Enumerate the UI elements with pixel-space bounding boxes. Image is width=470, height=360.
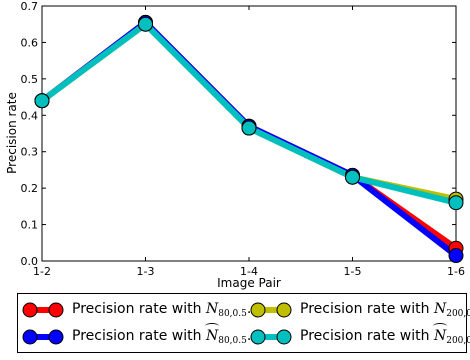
legend-swatch-cyan	[250, 329, 292, 345]
legend-swatch-marker	[22, 329, 38, 345]
y-tick-label: 0.3	[21, 146, 39, 159]
data-point-s4	[345, 169, 360, 185]
y-tick-label: 0.5	[21, 73, 39, 86]
legend-swatch-marker	[276, 302, 292, 318]
x-tick-label: 1-6	[447, 265, 465, 278]
x-axis-label: Image Pair	[217, 276, 281, 290]
legend-swatch-marker	[276, 329, 292, 345]
x-tick-label: 1-2	[33, 265, 51, 278]
legend-label-blue: Precision rate with N80,0.5.	[72, 323, 252, 346]
data-point-s4	[448, 195, 464, 211]
y-tick-label: 0.7	[21, 0, 39, 13]
data-point-s4	[241, 120, 257, 136]
legend-swatch-red	[22, 302, 64, 318]
legend-swatch-olive	[250, 302, 292, 318]
axis-ticks: 0.0 0.1 0.2 0.3 0.4 0.5 0.6 0.7 1-2 1-3 1-4 1-5 1-6	[21, 0, 465, 278]
data-point-s4	[138, 16, 153, 32]
legend-item-cyan: Precision rate with N200,0.3.	[250, 323, 470, 350]
y-tick-label: 0.0	[21, 255, 39, 268]
legend-label-red: Precision rate with N80,0.5.	[72, 301, 252, 319]
x-tick-label: 1-5	[344, 265, 362, 278]
legend-swatch-blue	[22, 329, 64, 345]
legend-label-cyan: Precision rate with N200,0.3.	[300, 323, 470, 346]
legend-item-blue: Precision rate with N80,0.5.	[22, 323, 252, 350]
series-markers	[34, 14, 464, 264]
line-chart: 0.00.10.20.30.40.50.60.71-2 1-3 1-4 1-5 1-6 …	[5, 0, 465, 290]
legend-item-red: Precision rate with N80,0.5.	[22, 297, 251, 323]
legend-swatch-marker	[250, 329, 266, 345]
legend-swatch-marker	[48, 329, 64, 345]
data-point-s4	[34, 93, 50, 109]
y-tick-label: 0.1	[21, 219, 39, 232]
data-point-s2	[448, 248, 464, 264]
legend-item-olive: Precision rate with N200,0.3.	[250, 297, 470, 323]
y-tick-label: 0.4	[21, 109, 39, 122]
legend-swatch-marker	[22, 302, 38, 318]
x-tick-label: 1-4	[240, 265, 258, 278]
legend-swatch-marker	[250, 302, 266, 318]
legend-swatch-marker	[48, 302, 64, 318]
y-tick-label: 0.6	[21, 36, 39, 49]
y-axis-label: Precision rate	[5, 92, 19, 174]
y-tick-label: 0.2	[21, 182, 39, 195]
legend-label-olive: Precision rate with N200,0.3.	[300, 301, 470, 319]
legend: Precision rate with N80,0.5. Precision r…	[17, 293, 470, 353]
x-tick-label: 1-3	[137, 265, 155, 278]
